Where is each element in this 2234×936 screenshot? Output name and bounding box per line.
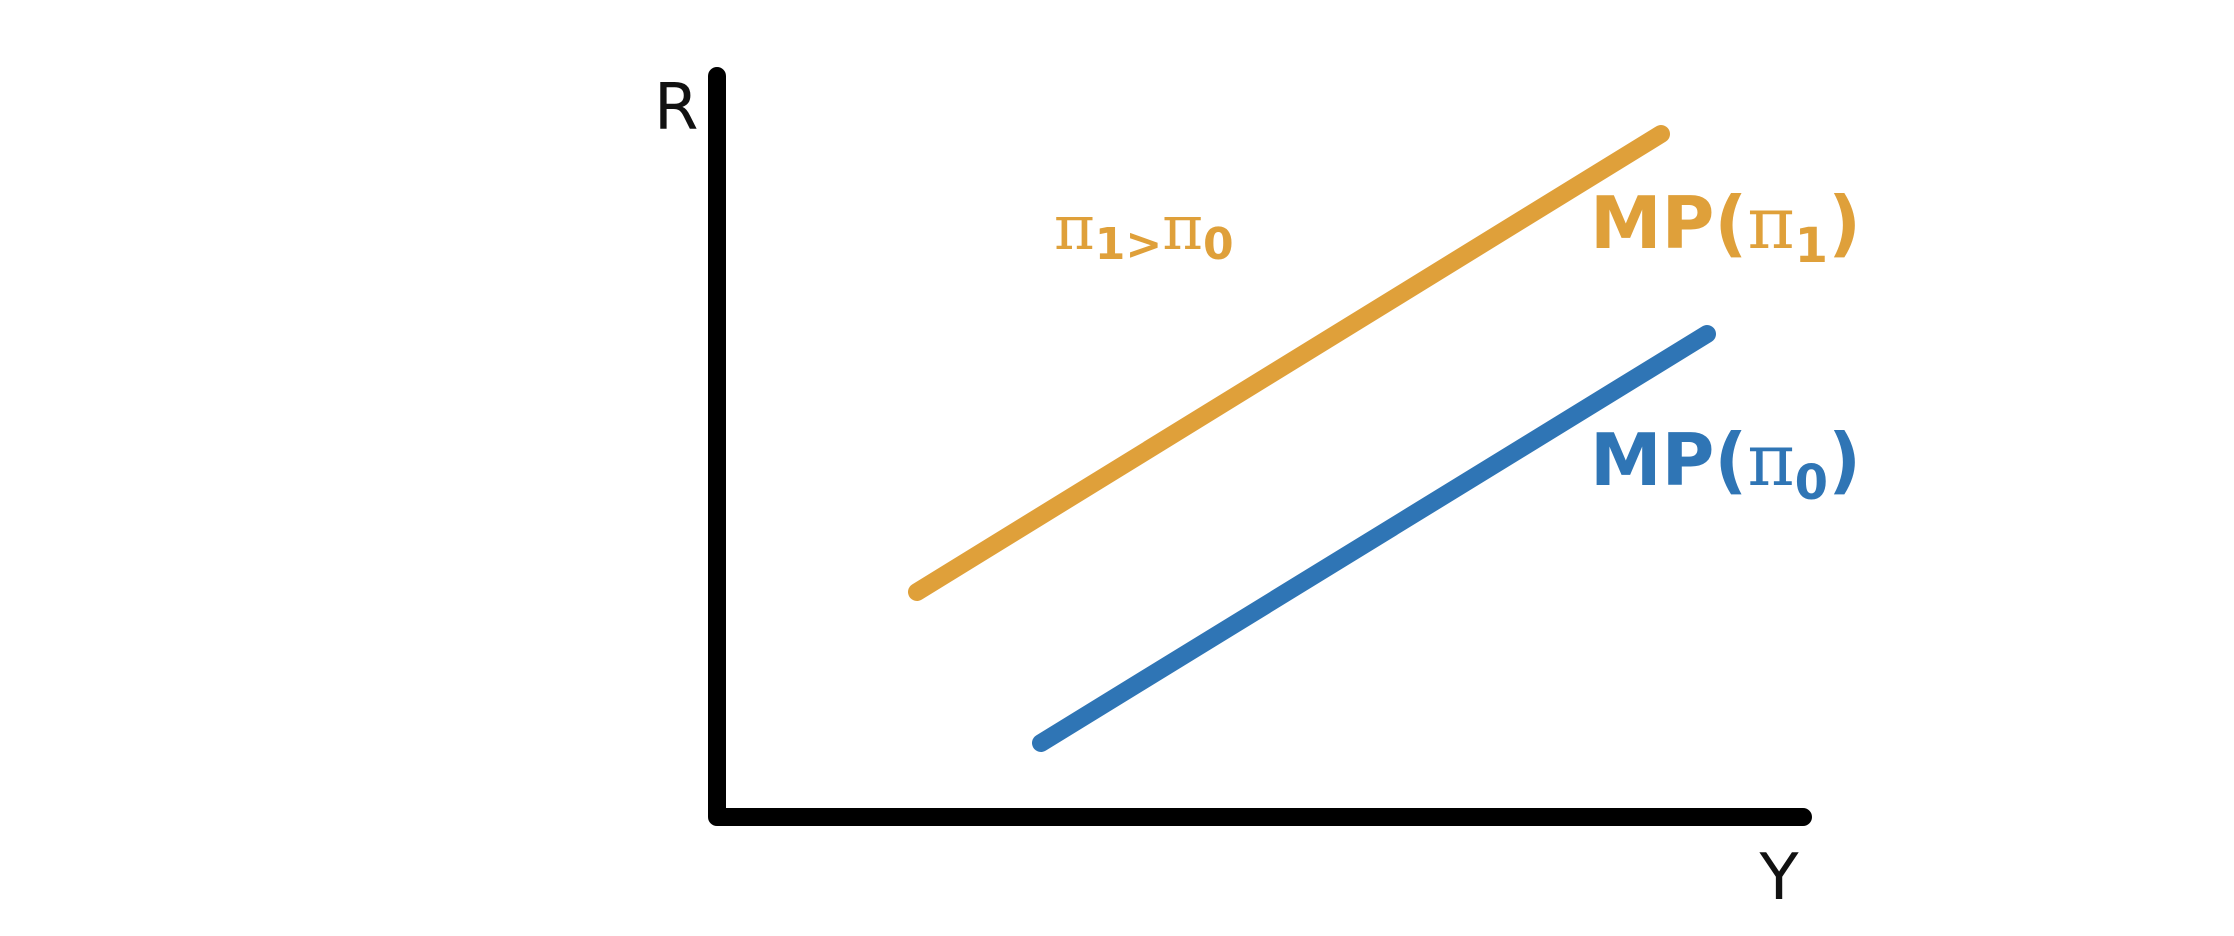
note-sub-a: 1 bbox=[1095, 219, 1126, 270]
note-pi-b: π bbox=[1162, 191, 1203, 264]
mp-pi0-prefix: MP( bbox=[1590, 418, 1747, 502]
mp-pi1-label: MP(π1) bbox=[1590, 181, 1861, 274]
note-pi-a: π bbox=[1054, 191, 1095, 264]
mp-pi1-curve bbox=[908, 125, 1670, 601]
mp-pi0-suffix: ) bbox=[1828, 418, 1861, 502]
note-relation: > bbox=[1125, 219, 1162, 270]
y-axis-label: R bbox=[654, 71, 698, 145]
mp-pi0-subscript: 0 bbox=[1795, 455, 1828, 511]
mp-pi1-suffix: ) bbox=[1828, 181, 1861, 265]
axes-frame bbox=[708, 67, 1812, 826]
inflation-comparison-note: π1>π0 bbox=[1054, 191, 1234, 270]
x-axis-label: Y bbox=[1758, 841, 1799, 915]
mp-pi1-subscript: 1 bbox=[1795, 218, 1828, 274]
note-sub-b: 0 bbox=[1203, 219, 1234, 270]
mp-pi0-label: MP(π0) bbox=[1590, 418, 1861, 511]
mp-pi1-pi: π bbox=[1747, 181, 1794, 265]
mp-pi0-pi: π bbox=[1747, 418, 1794, 502]
mp-pi1-prefix: MP( bbox=[1590, 181, 1747, 265]
mp-pi0-curve bbox=[1032, 325, 1716, 752]
